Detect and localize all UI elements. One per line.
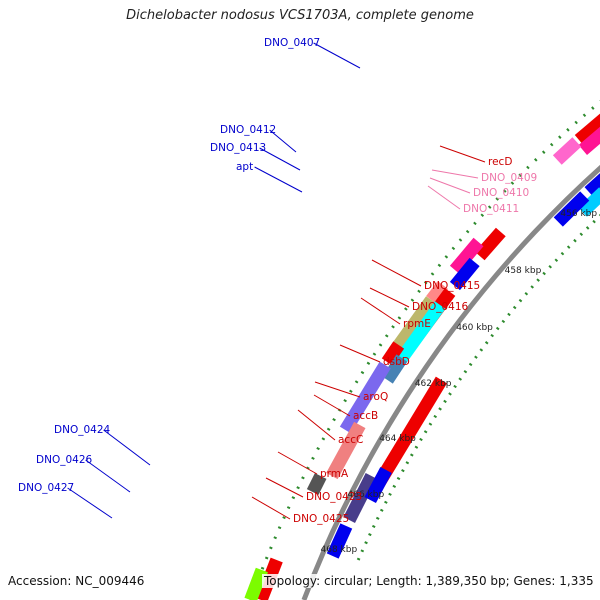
- gene-label[interactable]: DNO_0415: [424, 280, 480, 292]
- gene-label[interactable]: dsbD: [383, 356, 410, 368]
- gene-feature[interactable]: [393, 301, 446, 366]
- gene-feature[interactable]: [306, 473, 327, 495]
- gene-label[interactable]: aroQ: [363, 391, 388, 403]
- gene-leader-line: [265, 477, 304, 498]
- genome-backbone: [301, 164, 600, 600]
- gene-feature[interactable]: [381, 354, 408, 384]
- tick-label: 462 kbp: [415, 379, 452, 389]
- gene-label[interactable]: accC: [338, 434, 363, 446]
- gene-leader-line: [85, 459, 131, 493]
- gene-leader-line: [67, 487, 113, 519]
- track-layer: [249, 100, 600, 600]
- gene-leader-line: [369, 287, 410, 308]
- gene-leader-line: [429, 177, 471, 194]
- gene-leader-line: [259, 147, 301, 171]
- gene-feature[interactable]: [372, 376, 447, 488]
- gene-leader-line: [269, 129, 297, 153]
- gene-label[interactable]: DNO_0416: [412, 301, 468, 313]
- gene-label[interactable]: DNO_0413: [210, 142, 266, 154]
- gene-label[interactable]: DNO_0425: [293, 513, 349, 525]
- gene-feature[interactable]: [553, 191, 590, 227]
- gene-feature[interactable]: [343, 473, 378, 523]
- gene-leader-line: [313, 42, 361, 69]
- gene-feature[interactable]: [578, 108, 600, 155]
- gene-leader-line: [103, 429, 151, 466]
- gene-feature[interactable]: [381, 341, 405, 366]
- gene-label[interactable]: DNO_0410: [473, 187, 529, 199]
- gene-label[interactable]: recD: [488, 156, 512, 168]
- gene-feature[interactable]: [449, 257, 480, 291]
- gene-label[interactable]: rpmE: [403, 318, 431, 330]
- gene-feature[interactable]: [574, 100, 600, 145]
- gene-feature[interactable]: [578, 187, 600, 217]
- gene-label[interactable]: accB: [353, 410, 378, 422]
- gene-feature[interactable]: [364, 466, 392, 504]
- gene-leader-line: [254, 166, 303, 193]
- gene-label[interactable]: apt: [236, 161, 253, 173]
- gene-leader-line: [339, 344, 381, 363]
- gene-leader-line: [427, 185, 461, 210]
- gene-label[interactable]: DNO_0409: [481, 172, 537, 184]
- gene-leader-line: [313, 394, 351, 417]
- gene-feature[interactable]: [552, 137, 582, 165]
- gene-feature[interactable]: [339, 361, 391, 434]
- gene-label[interactable]: DNO_0423: [306, 491, 362, 503]
- gene-feature[interactable]: [326, 523, 353, 559]
- gene-leader-line: [297, 409, 336, 441]
- tick-label: 466 kbp: [348, 490, 385, 500]
- gene-label[interactable]: prmA: [320, 468, 349, 480]
- gene-feature[interactable]: [388, 296, 437, 356]
- tick-label: 464 kbp: [379, 434, 416, 444]
- gene-leader-line: [439, 145, 486, 163]
- gene-label[interactable]: DNO_0426: [36, 454, 92, 466]
- map-title: Dichelobacter nodosus VCS1703A, complete…: [126, 8, 474, 23]
- gene-leader-line: [314, 381, 361, 398]
- gene-feature[interactable]: [244, 567, 268, 600]
- topology-text: Topology: circular; Length: 1,389,350 bp…: [262, 574, 596, 588]
- gene-feature[interactable]: [326, 421, 366, 480]
- tick-label: 460 kbp: [456, 323, 493, 333]
- gene-label[interactable]: DNO_0427: [18, 482, 74, 494]
- tick-label: 458 kbp: [505, 266, 542, 276]
- gene-feature[interactable]: [474, 227, 506, 261]
- tick-label: 468 kbp: [321, 545, 358, 555]
- gene-leader-line: [251, 496, 291, 520]
- accession-text: Accession: NC_009446: [6, 574, 147, 588]
- inner-tick-ring: [356, 213, 600, 561]
- gene-leader-line: [360, 297, 401, 325]
- gene-label[interactable]: DNO_0407: [264, 37, 320, 49]
- gene-leader-line: [277, 451, 318, 475]
- gene-leader-line: [371, 259, 422, 287]
- gene-feature[interactable]: [449, 237, 484, 275]
- gene-feature[interactable]: [426, 281, 449, 304]
- gene-feature[interactable]: [584, 160, 600, 197]
- gene-label[interactable]: DNO_0412: [220, 124, 276, 136]
- gene-leader-line: [431, 169, 479, 179]
- gene-label[interactable]: DNO_0411: [463, 203, 519, 215]
- tick-label: 456 kbp: [560, 209, 597, 219]
- gene-label[interactable]: DNO_0424: [54, 424, 110, 436]
